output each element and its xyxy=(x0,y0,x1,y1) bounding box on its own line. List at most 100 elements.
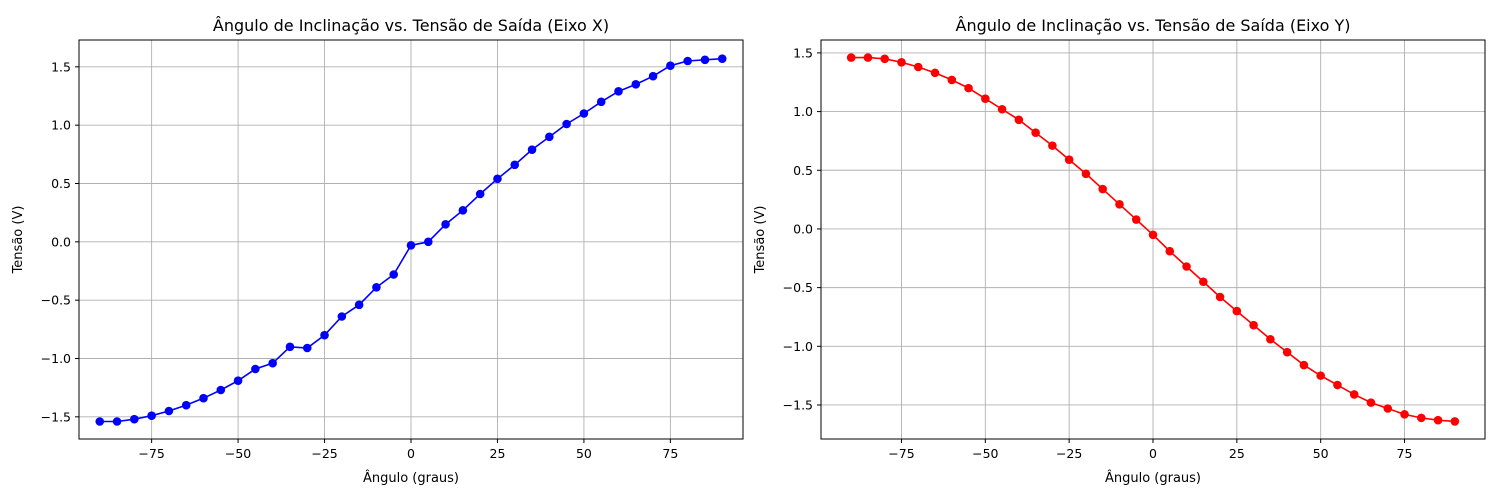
x-tick-label: 75 xyxy=(1397,446,1413,461)
data-point xyxy=(1266,334,1275,344)
y-tick-label: −0.5 xyxy=(783,280,813,295)
data-point xyxy=(717,54,727,63)
y-tick-label: −1.0 xyxy=(41,351,71,366)
x-tick-label: −25 xyxy=(1056,446,1082,461)
x-axis-label: Ângulo (graus) xyxy=(363,470,459,486)
data-point xyxy=(337,312,347,321)
data-point xyxy=(562,119,571,129)
x-tick-label: −50 xyxy=(225,446,251,461)
y-axis-label: Tensão (V) xyxy=(11,206,26,275)
data-point xyxy=(389,270,399,279)
y-tick-label: −0.5 xyxy=(41,293,71,308)
x-tick-label: −75 xyxy=(138,446,164,461)
x-tick-label: −25 xyxy=(311,446,337,461)
data-point xyxy=(441,220,450,229)
data-point xyxy=(1148,230,1158,240)
x-tick-label: 0 xyxy=(1149,446,1157,461)
data-point xyxy=(1165,246,1175,256)
y-tick-label: 0.5 xyxy=(793,163,813,178)
chart-eixo-y: −75 −50 −25 0 25 50 75 −1.5 −1.0 −0.5 0.0 0.5 1.0 1.5… xyxy=(753,16,1486,486)
data-point xyxy=(1081,169,1091,179)
data-point xyxy=(130,414,139,424)
data-point xyxy=(700,55,710,65)
chart-title: Ângulo de Inclinação vs. Tensão de Saída… xyxy=(956,16,1351,35)
data-point xyxy=(372,283,381,292)
data-point xyxy=(579,109,589,118)
data-point xyxy=(199,393,208,403)
data-point xyxy=(545,132,554,142)
data-point xyxy=(354,300,364,310)
data-point xyxy=(596,97,606,107)
y-tick-label: 0.0 xyxy=(793,221,813,236)
data-point xyxy=(913,62,923,72)
data-point xyxy=(1416,413,1426,423)
data-point xyxy=(1199,277,1208,287)
data-point xyxy=(947,75,957,85)
data-point xyxy=(285,342,295,352)
x-tick-label: 0 xyxy=(407,446,415,461)
data-point xyxy=(510,160,520,170)
data-point xyxy=(1366,398,1376,407)
data-point xyxy=(666,61,675,70)
data-point xyxy=(112,417,122,426)
data-point xyxy=(1433,415,1443,425)
data-point xyxy=(1098,184,1107,194)
data-point xyxy=(648,71,658,81)
data-point xyxy=(863,53,873,62)
data-point xyxy=(1349,390,1359,399)
data-point xyxy=(268,358,277,368)
x-axis-label: Ângulo (graus) xyxy=(1105,470,1201,486)
data-point xyxy=(1333,380,1342,390)
data-point xyxy=(458,206,468,215)
x-tick-label: −50 xyxy=(972,446,998,461)
data-point xyxy=(1383,404,1393,413)
y-tick-label: −1.0 xyxy=(783,339,813,354)
data-point xyxy=(1400,410,1409,419)
data-point xyxy=(320,330,329,340)
data-point xyxy=(1249,320,1258,330)
y-axis-label: Tensão (V) xyxy=(753,206,768,275)
y-tick-label: 0.5 xyxy=(51,176,71,191)
data-point xyxy=(302,343,312,353)
data-point xyxy=(1316,371,1325,380)
data-point xyxy=(1131,215,1141,224)
data-point xyxy=(614,87,623,96)
y-tick-label: −1.5 xyxy=(41,409,71,424)
data-point xyxy=(493,174,502,184)
data-point xyxy=(631,80,641,89)
x-tick-label: 50 xyxy=(1313,446,1329,461)
data-point xyxy=(423,237,433,247)
data-point xyxy=(1299,360,1309,370)
y-tick-label: 1.5 xyxy=(793,45,813,60)
data-point xyxy=(216,385,226,395)
data-point xyxy=(1031,128,1040,138)
x-tick-label: 25 xyxy=(1229,446,1245,461)
data-point xyxy=(1048,141,1057,150)
chart-eixo-x: −75 −50 −25 0 25 50 75 −1.5 −1.0 −0.5 0.0 0.5 1.0 1.5… xyxy=(11,16,744,486)
data-point xyxy=(95,417,105,426)
chart-title: Ângulo de Inclinação vs. Tensão de Saída… xyxy=(213,16,609,35)
data-point xyxy=(880,54,890,64)
y-tick-label: 1.5 xyxy=(51,59,71,74)
data-point xyxy=(1064,155,1074,164)
data-point xyxy=(406,241,416,250)
y-tick-label: 0.0 xyxy=(51,234,71,249)
data-point xyxy=(147,411,156,420)
data-point xyxy=(527,145,537,154)
data-point xyxy=(930,68,940,78)
data-point xyxy=(1450,417,1460,426)
y-tick-label: 1.0 xyxy=(51,118,71,133)
data-point xyxy=(251,364,260,374)
x-tick-label: −75 xyxy=(888,446,914,461)
grid xyxy=(79,40,743,439)
data-point xyxy=(1215,292,1225,302)
data-point xyxy=(1014,115,1024,125)
data-point xyxy=(164,406,174,416)
x-tick-label: 50 xyxy=(576,446,592,461)
data-point xyxy=(233,376,243,385)
data-point xyxy=(1232,306,1242,316)
x-tick-label: 75 xyxy=(662,446,678,461)
data-point xyxy=(981,94,990,103)
data-point xyxy=(1182,262,1191,271)
